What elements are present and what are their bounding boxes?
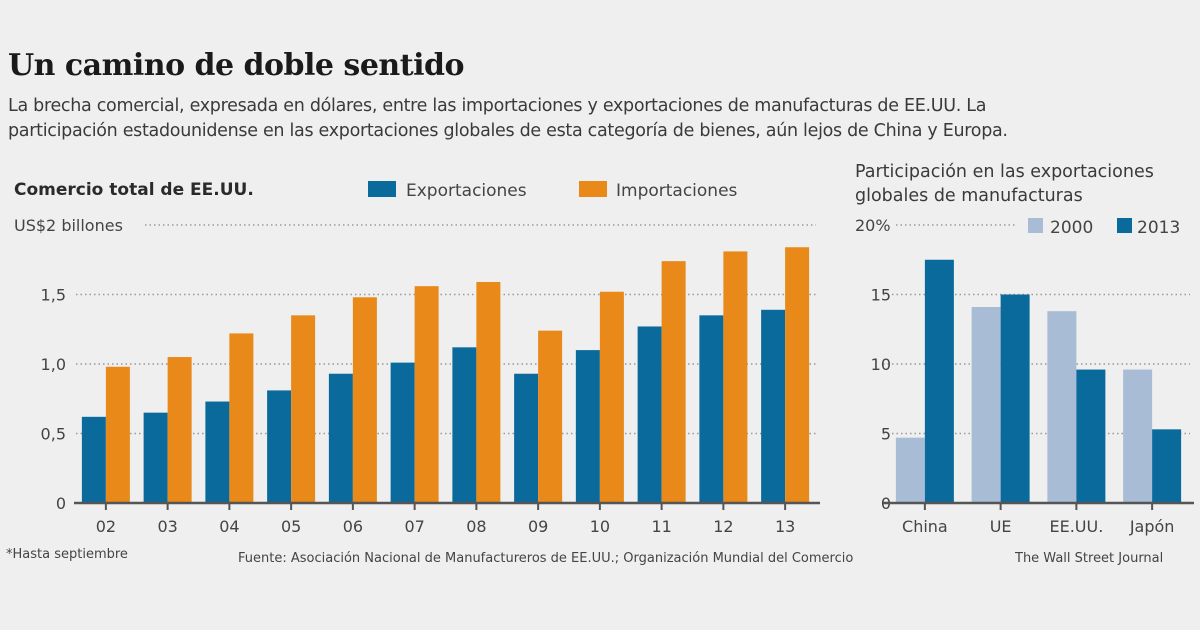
left-x-tick-label: 12 xyxy=(713,517,733,536)
left-chart-title: Comercio total de EE.UU. xyxy=(14,180,254,200)
footnote: *Hasta septiembre xyxy=(6,547,128,562)
bar-exportaciones-10 xyxy=(575,350,600,503)
legend-label-2013: 2013 xyxy=(1137,218,1180,238)
bar-importaciones-12 xyxy=(723,251,748,503)
bar-importaciones-05 xyxy=(291,315,316,503)
left-x-tick-label: 08 xyxy=(466,517,486,536)
bar-importaciones-07 xyxy=(414,286,439,503)
right-x-tick-label: UE xyxy=(990,517,1012,536)
subtitle-line-1: La brecha comercial, expresada en dólare… xyxy=(8,96,987,116)
left-x-tick-label: 05 xyxy=(281,517,301,536)
left-y-tick-label: 0 xyxy=(56,494,66,513)
bar-exportaciones-12 xyxy=(699,315,724,503)
subtitle: La brecha comercial, expresada en dólare… xyxy=(8,94,1198,144)
bar-importaciones-11 xyxy=(661,261,686,503)
bar-importaciones-10 xyxy=(599,291,624,503)
legend-swatch-importaciones xyxy=(579,181,607,197)
left-x-tick-label: 11 xyxy=(651,517,671,536)
left-x-tick-label: 02 xyxy=(96,517,116,536)
legend-label-importaciones: Importaciones xyxy=(616,181,738,201)
bar-importaciones-02 xyxy=(105,366,130,503)
bar-exportaciones-03 xyxy=(143,412,168,503)
bar-exportaciones-06 xyxy=(328,373,353,503)
left-y-axis: 0 0,5 1,0 1,5 US$2 billones xyxy=(14,216,123,513)
right-chart-title-line-1: Participación en las exportaciones xyxy=(855,162,1154,182)
right-gridlines xyxy=(883,224,1190,435)
page-title: Un camino de doble sentido xyxy=(8,48,464,83)
right-y-tick-label: 20% xyxy=(855,216,891,235)
right-y-tick-label: 10 xyxy=(871,355,891,374)
bar-importaciones-06 xyxy=(352,297,377,503)
bar-2000-ee-uu- xyxy=(1047,311,1077,503)
left-y-tick-label: 0,5 xyxy=(41,425,66,444)
bar-2000-ue xyxy=(971,307,1001,503)
bar-2013-ee-uu- xyxy=(1076,369,1106,503)
left-legend: Exportaciones Importaciones xyxy=(368,181,738,201)
legend-swatch-2000 xyxy=(1028,218,1043,233)
left-x-tick-label: 13 xyxy=(775,517,795,536)
left-bars xyxy=(81,247,810,503)
right-y-tick-label: 5 xyxy=(881,425,891,444)
left-x-tick-label: 07 xyxy=(404,517,424,536)
bar-2013-ue xyxy=(1000,294,1030,503)
bar-importaciones-08 xyxy=(476,281,501,503)
left-y-tick-label: 1,5 xyxy=(41,286,66,305)
right-bars xyxy=(895,259,1182,503)
bar-importaciones-03 xyxy=(167,357,192,503)
bar-exportaciones-07 xyxy=(390,362,415,503)
bar-2000-jap-n xyxy=(1123,369,1153,503)
left-y-tick-label: US$2 billones xyxy=(14,216,123,235)
bar-exportaciones-05 xyxy=(267,390,292,503)
bar-2000-china xyxy=(895,437,925,503)
right-x-tick-label: EE.UU. xyxy=(1049,517,1103,536)
source-note: Fuente: Asociación Nacional de Manufactu… xyxy=(238,551,853,566)
bar-exportaciones-13 xyxy=(761,309,786,503)
subtitle-line-2: participación estadounidense en las expo… xyxy=(8,121,1008,141)
legend-swatch-exportaciones xyxy=(368,181,396,197)
left-x-axis: 02 03 04 05 06 07 08 09 10 11 12 13 xyxy=(74,501,820,536)
right-x-tick-label: Japón xyxy=(1129,517,1175,536)
left-x-tick-label: 09 xyxy=(528,517,548,536)
left-x-tick-label: 03 xyxy=(157,517,177,536)
right-x-axis: China UE EE.UU. Japón xyxy=(883,501,1194,536)
bar-importaciones-09 xyxy=(538,330,563,503)
bar-importaciones-13 xyxy=(785,247,810,503)
bar-exportaciones-11 xyxy=(637,326,662,503)
left-gridlines xyxy=(76,224,816,435)
credit: The Wall Street Journal xyxy=(1014,551,1163,566)
bar-exportaciones-02 xyxy=(81,416,106,503)
left-x-tick-label: 04 xyxy=(219,517,239,536)
right-y-tick-label: 15 xyxy=(871,286,891,305)
bar-importaciones-04 xyxy=(229,333,254,503)
right-chart-title-line-2: globales de manufacturas xyxy=(855,186,1083,206)
legend-label-2000: 2000 xyxy=(1050,218,1093,238)
bar-exportaciones-08 xyxy=(452,347,477,503)
left-y-tick-label: 1,0 xyxy=(41,355,66,374)
bar-exportaciones-04 xyxy=(205,401,230,503)
legend-label-exportaciones: Exportaciones xyxy=(406,181,527,201)
right-x-tick-label: China xyxy=(902,517,948,536)
left-x-tick-label: 10 xyxy=(590,517,610,536)
bar-2013-china xyxy=(924,259,954,503)
bar-2013-jap-n xyxy=(1152,429,1182,503)
right-legend: 2000 2013 xyxy=(1028,218,1180,238)
right-y-axis: 05101520% xyxy=(855,216,891,513)
bar-exportaciones-09 xyxy=(514,373,539,503)
legend-swatch-2013 xyxy=(1117,218,1132,233)
left-x-tick-label: 06 xyxy=(343,517,363,536)
